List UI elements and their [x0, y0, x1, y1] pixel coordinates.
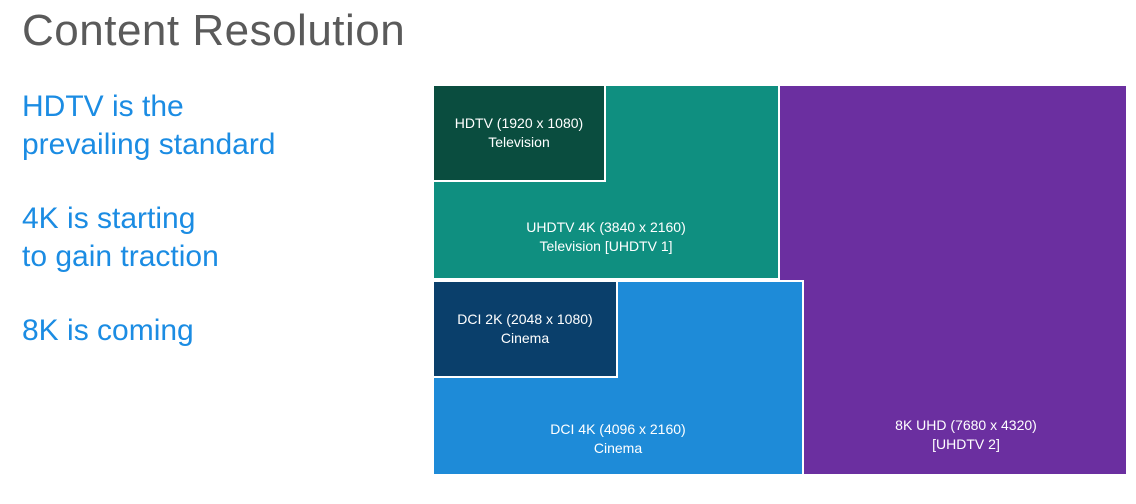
bullet-hdtv: HDTV is theprevailing standard — [22, 88, 276, 163]
label-line: [UHDTV 2] — [932, 436, 1000, 452]
bullet-4k: 4K is startingto gain traction — [22, 200, 219, 275]
label-line: Television — [488, 134, 549, 150]
label-line: DCI 2K (2048 x 1080) — [457, 311, 592, 327]
bullet-8k: 8K is coming — [22, 312, 194, 350]
resolution-diagram: 8K UHD (7680 x 4320) [UHDTV 2] DCI 4K (4… — [432, 84, 1128, 476]
box-uhdtv-4k-label: UHDTV 4K (3840 x 2160) Television [UHDTV… — [434, 218, 778, 256]
box-dci-2k-label: DCI 2K (2048 x 1080) Cinema — [434, 310, 616, 348]
box-dci-4k-label: DCI 4K (4096 x 2160) Cinema — [434, 420, 802, 458]
label-line: HDTV (1920 x 1080) — [455, 115, 583, 131]
label-line: Cinema — [501, 330, 549, 346]
box-hdtv: HDTV (1920 x 1080) Television — [432, 84, 606, 182]
label-line: UHDTV 4K (3840 x 2160) — [526, 219, 686, 235]
box-8k-uhd-label: 8K UHD (7680 x 4320) [UHDTV 2] — [806, 416, 1126, 454]
page-title: Content Resolution — [22, 6, 405, 56]
label-line: Television [UHDTV 1] — [539, 238, 672, 254]
box-dci-2k: DCI 2K (2048 x 1080) Cinema — [432, 280, 618, 378]
box-hdtv-label: HDTV (1920 x 1080) Television — [434, 114, 604, 152]
label-line: DCI 4K (4096 x 2160) — [550, 421, 685, 437]
label-line: 8K UHD (7680 x 4320) — [895, 417, 1037, 433]
label-line: Cinema — [594, 440, 642, 456]
